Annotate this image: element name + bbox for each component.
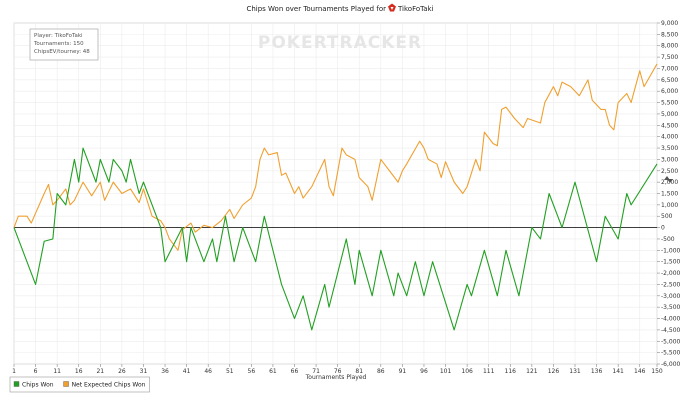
- x-tick-label: 81: [355, 368, 363, 375]
- y-tick-label: 8,500: [661, 31, 678, 38]
- x-tick-label: 51: [226, 368, 234, 375]
- y-tick-label: 9,000: [661, 20, 678, 27]
- chart-legend: Chips Won Net Expected Chips Won: [9, 376, 150, 393]
- x-tick-label: 36: [161, 368, 169, 375]
- player-flag-icon: [387, 3, 396, 12]
- y-tick-label: 5,500: [661, 100, 678, 107]
- y-tick-label: 4,500: [661, 122, 678, 129]
- y-tick-label: 0: [661, 225, 665, 232]
- x-tick-label: 1: [12, 368, 16, 375]
- y-tick-label: 3,500: [661, 145, 678, 152]
- pokertracker-watermark: POKERTRACKER: [258, 33, 422, 53]
- y-tick-label: -4,500: [661, 327, 681, 334]
- x-tick-label: 76: [334, 368, 342, 375]
- legend-label: Chips Won: [22, 382, 54, 389]
- x-tick-label: 56: [248, 368, 256, 375]
- y-tick-label: -500: [661, 236, 675, 243]
- x-tick-label: 26: [118, 368, 126, 375]
- x-tick-label: 101: [440, 368, 452, 375]
- x-tick-label: 86: [377, 368, 385, 375]
- y-tick-label: -4,000: [661, 316, 681, 323]
- legend-swatch: [13, 381, 20, 387]
- x-tick-label: 41: [183, 368, 191, 375]
- x-tick-label: 126: [548, 368, 560, 375]
- chart-title: Chips Won over Tournaments Played for: [246, 5, 386, 13]
- y-tick-label: 7,500: [661, 54, 678, 61]
- y-tick-label: -5,000: [661, 338, 681, 345]
- series-line-net-expected-chips-won: [13, 63, 658, 251]
- y-tick-label: -1,500: [661, 259, 681, 266]
- x-tick-label: 136: [591, 368, 603, 375]
- x-tick-label: 106: [461, 368, 473, 375]
- info-tournaments: Tournaments: 150: [33, 41, 84, 47]
- y-tick-label: 1,500: [661, 191, 678, 198]
- collapse-arrows-icon[interactable]: [664, 176, 673, 183]
- y-tick-label: 7,000: [661, 65, 678, 72]
- chart-title-group: Chips Won over Tournaments Played for Ti…: [246, 3, 434, 13]
- y-tick-label: -6,000: [661, 361, 681, 368]
- chart-title-player-name: TikoFoTaki: [397, 5, 434, 13]
- legend-label: Net Expected Chips Won: [72, 382, 146, 389]
- series-line-chips-won: [13, 147, 658, 331]
- x-tick-label: 121: [526, 368, 538, 375]
- x-tick-label: 6: [34, 368, 38, 375]
- y-tick-label: 6,000: [661, 88, 678, 95]
- y-tick-label: -2,500: [661, 281, 681, 288]
- info-box-frame: [29, 28, 99, 61]
- x-axis-tick-labels: 1 6 11 16 21 26 31 36 41 46 51 56 61 66 71 76 81 86 91 96 10…: [12, 364, 663, 375]
- x-tick-label: 116: [505, 368, 517, 375]
- y-axis-tick-labels: -6,000 -5,500 -5,000 -4,500 -4,000 -3,500 -3,0…: [657, 20, 681, 368]
- x-tick-label: 91: [399, 368, 407, 375]
- y-tick-label: -2,000: [661, 270, 681, 277]
- x-tick-label: 16: [75, 368, 83, 375]
- y-tick-label: 6,500: [661, 77, 678, 84]
- x-tick-label: 150: [651, 368, 663, 375]
- x-tick-label: 61: [269, 368, 277, 375]
- y-tick-label: 500: [661, 213, 673, 220]
- legend-items: Chips Won Net Expected Chips Won: [13, 381, 146, 389]
- series-lines: [13, 63, 658, 331]
- y-tick-label: 8,000: [661, 43, 678, 50]
- player-info-box: Player: TikoFoTaki Tournaments: 150 Chip…: [29, 28, 99, 61]
- x-tick-label: 131: [569, 368, 581, 375]
- y-tick-label: 5,000: [661, 111, 678, 118]
- y-tick-label: -1,000: [661, 247, 681, 254]
- y-tick-label: 1,000: [661, 202, 678, 209]
- y-tick-label: -5,500: [661, 350, 681, 357]
- x-tick-label: 21: [96, 368, 104, 375]
- x-tick-label: 11: [53, 368, 61, 375]
- x-tick-label: 71: [312, 368, 320, 375]
- x-tick-label: 31: [140, 368, 148, 375]
- x-tick-label: 111: [483, 368, 495, 375]
- y-tick-label: 4,000: [661, 134, 678, 141]
- x-tick-label: 66: [291, 368, 299, 375]
- x-tick-label: 146: [634, 368, 646, 375]
- x-tick-label: 46: [204, 368, 212, 375]
- legend-swatch: [63, 381, 69, 387]
- y-tick-label: 2,000: [661, 179, 678, 186]
- x-tick-label: 141: [612, 368, 624, 375]
- y-tick-label: 2,500: [661, 168, 678, 175]
- legend-frame: [9, 376, 150, 393]
- x-tick-label: 96: [420, 368, 428, 375]
- y-tick-label: -3,000: [661, 293, 681, 300]
- info-player: Player: TikoFoTaki: [34, 33, 83, 39]
- x-axis-label: Tournaments Played: [305, 374, 367, 381]
- info-chips-per-tourney: ChipsEV/tourney: 48: [34, 49, 90, 55]
- y-tick-label: 3,000: [661, 156, 678, 163]
- y-tick-label: -3,500: [661, 304, 681, 311]
